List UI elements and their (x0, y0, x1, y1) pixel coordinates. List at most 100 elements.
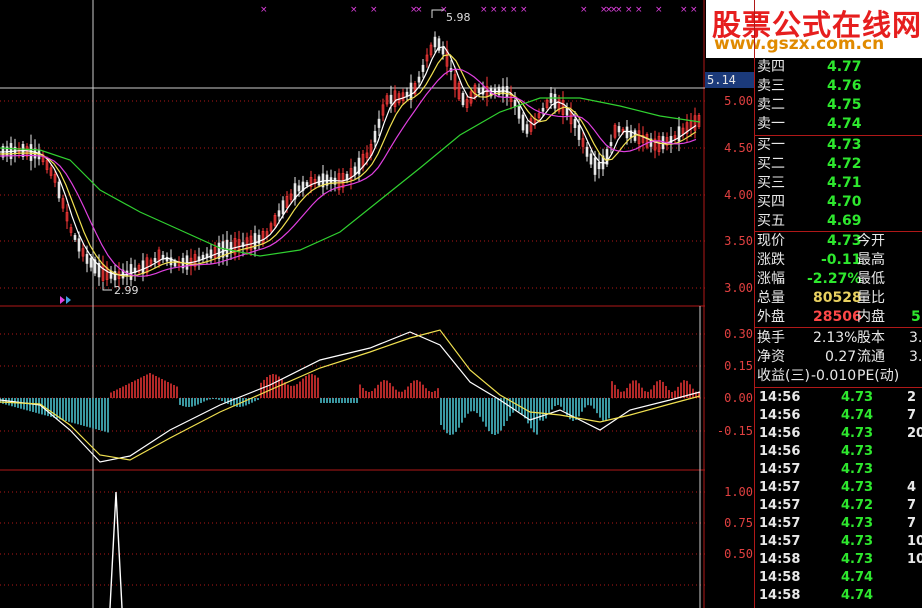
ma-line-very-long (0, 97, 701, 257)
bid-price: 4.69 (827, 213, 862, 229)
ask-row[interactable]: 卖二 4.75 (755, 96, 922, 115)
candle-body (609, 142, 613, 146)
candle-body (153, 258, 157, 262)
candle-body (605, 149, 609, 165)
bid-label: 买二 (757, 156, 785, 172)
signal-marker: × (260, 5, 268, 15)
candle-body (245, 237, 249, 251)
label: 现价 (757, 233, 785, 249)
tick-row[interactable]: 14:56 4.73 20 (755, 425, 922, 443)
ask-row[interactable]: 卖三 4.76 (755, 77, 922, 96)
candle-body (289, 193, 293, 200)
candle-body (477, 87, 481, 94)
ask-price: 4.76 (827, 78, 862, 94)
candle-body (213, 246, 217, 258)
tick-price: 4.73 (841, 480, 874, 495)
quote-panel: 卖四 4.77 卖三 4.76 卖二 4.75 卖一 4.74 买一 4.73 … (755, 0, 922, 608)
candle-body (433, 36, 437, 48)
bid-row[interactable]: 买五 4.69 (755, 212, 922, 231)
candle-body (217, 242, 221, 259)
tick-row[interactable]: 14:57 4.73 4 (755, 479, 922, 497)
tick-time: 14:56 (759, 444, 801, 459)
inner-value: 5 (911, 309, 921, 325)
candle-body (545, 99, 549, 108)
bid-price: 4.73 (827, 137, 862, 153)
tick-row[interactable]: 14:56 4.74 7 (755, 407, 922, 425)
ask-row[interactable]: 卖四 4.77 (755, 58, 922, 77)
tick-row[interactable]: 14:57 4.73 7 (755, 515, 922, 533)
tick-time: 14:57 (759, 516, 801, 531)
tick-price: 4.74 (841, 570, 874, 585)
tick-volume: 4 (907, 480, 917, 495)
candle-body (529, 118, 533, 132)
tick-row[interactable]: 14:57 4.72 7 (755, 497, 922, 515)
candle-body (521, 114, 525, 131)
candle-body (193, 254, 197, 267)
candle-body (697, 115, 701, 127)
tick-row[interactable]: 14:58 4.74 (755, 569, 922, 587)
tick-price: 4.73 (841, 426, 874, 441)
signal-marker: × (510, 5, 518, 15)
ask-row[interactable]: 卖一 4.74 (755, 115, 922, 134)
signal-marker: × (655, 5, 663, 15)
candle-body (273, 214, 277, 226)
candle-body (269, 223, 273, 232)
tick-row[interactable]: 14:57 4.73 (755, 461, 922, 479)
label: 换手 (757, 330, 785, 346)
label: 今开 (857, 233, 885, 249)
candle-body (589, 153, 593, 165)
tick-time: 14:58 (759, 552, 801, 567)
bid-row[interactable]: 买一 4.73 (755, 136, 922, 155)
candle-body (305, 182, 309, 187)
pct-change-value: -2.27% (807, 271, 862, 287)
candle-body (89, 257, 93, 268)
tick-price: 4.73 (841, 516, 874, 531)
candle-body (69, 227, 73, 233)
tick-row[interactable]: 14:58 4.73 10 (755, 551, 922, 569)
ask-label: 卖二 (757, 97, 785, 113)
candle-body (45, 160, 49, 170)
signal-marker: × (480, 5, 488, 15)
tick-row[interactable]: 14:57 4.73 10 (755, 533, 922, 551)
signal-marker: × (490, 5, 498, 15)
quote-row-netasset: 净资 0.27 流通 3. (755, 348, 922, 367)
candle-body (665, 137, 669, 146)
moving-average-lines (0, 45, 701, 277)
signal-marker: × (520, 5, 528, 15)
candle-body (441, 46, 445, 55)
axis-tick: 4.00 (724, 188, 753, 202)
candle-body (309, 177, 313, 187)
label: 收益(三) (757, 368, 810, 384)
shares-value: 3. (909, 330, 922, 346)
ask-price: 4.77 (827, 59, 862, 75)
tick-price: 4.73 (841, 552, 874, 567)
tick-row[interactable]: 14:56 4.73 (755, 443, 922, 461)
tick-price: 4.72 (841, 498, 874, 513)
candle-body (253, 233, 257, 250)
candle-body (565, 107, 569, 116)
bid-row[interactable]: 买三 4.71 (755, 174, 922, 193)
tick-time: 14:56 (759, 390, 801, 405)
indicator-spike (109, 491, 123, 608)
candle-body (257, 234, 261, 244)
signal-marker (66, 296, 71, 304)
bid-label: 买三 (757, 175, 785, 191)
bid-label: 买四 (757, 194, 785, 210)
bid-row[interactable]: 买二 4.72 (755, 155, 922, 174)
label: 量比 (857, 290, 885, 306)
ask-label: 卖四 (757, 59, 785, 75)
axis-tick: 0.30 (724, 327, 753, 341)
macd-dea-line (0, 329, 701, 461)
candle-body (293, 183, 297, 200)
candle-body (413, 83, 417, 95)
quote-row-price: 现价 4.73 今开 (755, 232, 922, 251)
tick-row[interactable]: 14:58 4.74 (755, 587, 922, 605)
label: 净资 (757, 349, 785, 365)
candle-body (613, 124, 617, 138)
axis-tick: -0.15 (716, 424, 753, 438)
bid-row[interactable]: 买四 4.70 (755, 193, 922, 212)
tick-row[interactable]: 14:56 4.73 2 (755, 389, 922, 407)
kline-chart-area[interactable]: × × × ×× × × × × × × × ×××× × × × × × 5.98 2.99 (0, 0, 705, 608)
candle-body (573, 119, 577, 128)
candle-body (141, 260, 145, 274)
